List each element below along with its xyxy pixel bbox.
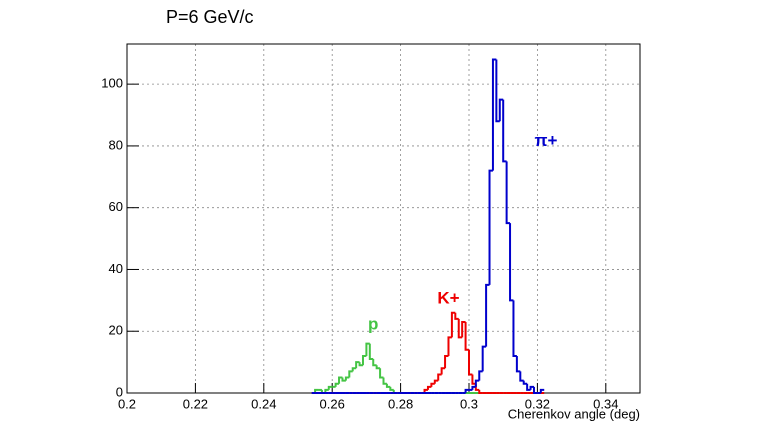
histogram-bin — [519, 371, 524, 382]
histogram-bin — [522, 380, 528, 385]
histogram-bin — [485, 283, 490, 347]
histogram-bin — [509, 223, 514, 302]
histogram-bin — [464, 388, 469, 393]
histogram-bin — [444, 354, 449, 369]
histogram-bin — [327, 385, 333, 390]
chart-title: P=6 GeV/c — [166, 7, 254, 27]
histogram-bin — [430, 382, 435, 387]
histogram-bin — [468, 349, 473, 376]
histogram-bin — [365, 342, 370, 356]
y-tick-label: 100 — [101, 76, 123, 91]
x-tick-label: 0.24 — [251, 396, 276, 411]
histogram-bin — [478, 370, 483, 381]
histogram-bin — [382, 377, 387, 385]
y-tick-label: 0 — [116, 384, 123, 399]
histogram-bin — [502, 99, 507, 163]
histogram-bin — [481, 345, 487, 372]
histogram-bin — [368, 343, 374, 361]
histogram-bin — [389, 386, 394, 391]
x-tick-label: 0.32 — [525, 396, 550, 411]
histogram-bin — [440, 367, 446, 375]
histogram-bin — [529, 385, 534, 390]
y-tick-label: 20 — [109, 323, 123, 338]
histogram-bin — [450, 311, 456, 338]
histogram-bin — [532, 386, 538, 394]
histogram-bin — [464, 321, 469, 351]
histogram-bin — [437, 373, 442, 381]
series-label: p — [368, 315, 378, 334]
x-tick-label: 0.28 — [388, 396, 413, 411]
histogram-bin — [471, 385, 476, 390]
histogram-bin — [348, 370, 353, 378]
histogram-bin — [358, 362, 363, 367]
x-tick-label: 0.3 — [460, 396, 478, 411]
histogram-bin — [498, 98, 504, 122]
histogram-bin — [426, 385, 432, 390]
histogram-bin — [314, 388, 319, 393]
histogram-bin — [505, 161, 511, 225]
histogram-bin — [324, 388, 329, 393]
histogram-bin — [539, 388, 545, 393]
histogram-bin — [379, 368, 384, 379]
histogram-bin — [474, 379, 480, 387]
histogram-bin — [512, 300, 517, 357]
histogram-bin — [471, 374, 476, 385]
histogram-bin — [375, 365, 381, 370]
x-tick-label: 0.26 — [320, 396, 345, 411]
histogram-bin — [423, 388, 428, 393]
histogram-bin — [372, 359, 377, 367]
histogram-bin — [454, 312, 459, 320]
histogram-bin — [351, 367, 357, 372]
histogram-bin — [526, 383, 531, 391]
x-tick-label: 0.2 — [118, 396, 136, 411]
histogram-bin — [447, 336, 452, 356]
histogram-bin — [341, 377, 346, 382]
y-tick-label: 80 — [109, 137, 123, 152]
histogram-bin — [491, 58, 497, 171]
x-tick-label: 0.22 — [183, 396, 208, 411]
histogram-bin — [344, 376, 350, 381]
plot-frame — [126, 43, 641, 394]
histogram-bin — [355, 361, 360, 369]
histogram-bin — [338, 376, 343, 384]
x-tick-label: 0.34 — [593, 396, 618, 411]
y-tick-label: 60 — [109, 199, 123, 214]
histogram-bin — [488, 169, 493, 285]
series-label: K+ — [437, 288, 459, 307]
histogram-bin — [461, 320, 466, 338]
histogram-bin — [334, 382, 340, 387]
histogram-bin — [433, 379, 439, 384]
histogram-bin — [495, 59, 500, 123]
histogram-bin — [478, 389, 483, 394]
histogram-bin — [361, 354, 367, 366]
series-label: π+ — [534, 131, 557, 150]
histogram-bin — [457, 318, 463, 339]
x-axis-label: Cherenkov angle (deg) — [508, 406, 640, 421]
histogram-bin — [515, 355, 521, 373]
y-tick-label: 40 — [109, 261, 123, 276]
histogram-bin — [385, 383, 391, 388]
